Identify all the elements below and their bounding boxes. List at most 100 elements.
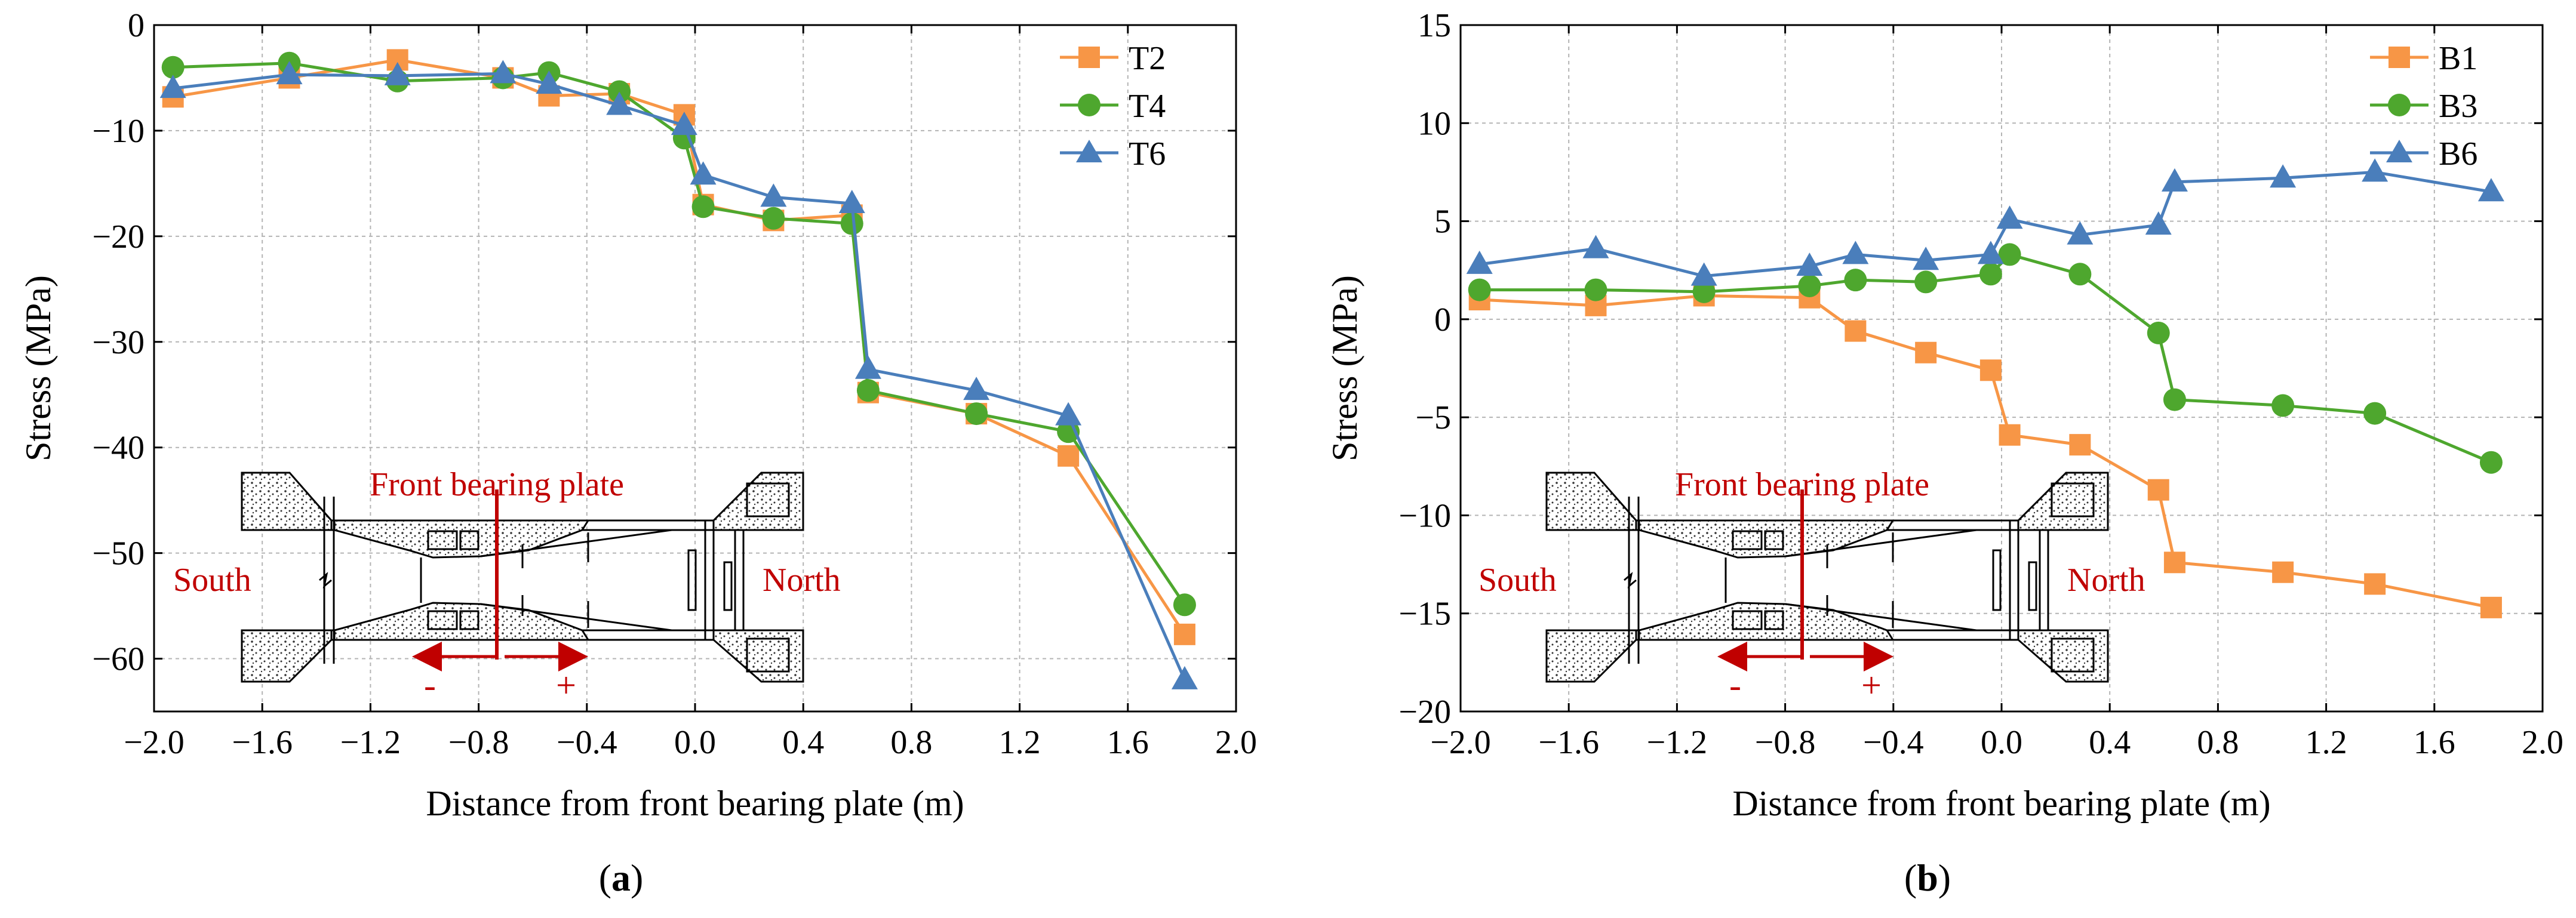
xtick-label-a: −1.6 — [232, 724, 293, 761]
data-point-T2-14 — [1173, 623, 1195, 645]
data-point-T4-10 — [840, 212, 863, 235]
ylabel-b: Stress (MPa) — [1325, 275, 1364, 461]
data-point-B6-7 — [1977, 241, 2004, 264]
xtick-label-a: −1.2 — [340, 724, 401, 761]
legend-a-T2-label: T2 — [1129, 40, 1166, 77]
ytick-label-b: −10 — [1398, 497, 1451, 534]
data-point-B1-14 — [2480, 596, 2502, 618]
ytick-label-a: −50 — [92, 535, 145, 572]
data-point-B3-12 — [2271, 394, 2295, 417]
data-point-B6-4 — [1796, 252, 1823, 276]
xtick-label-b: 1.6 — [2414, 724, 2455, 761]
data-point-T6-14 — [1171, 666, 1198, 689]
ytick-label-b: −20 — [1398, 694, 1451, 731]
data-point-B1-5 — [1845, 320, 1867, 342]
data-point-T6-7 — [671, 112, 697, 135]
legend-a-T4-marker — [1078, 94, 1101, 116]
ytick-label-b: 0 — [1434, 301, 1451, 338]
legend-b-B6-label: B6 — [2439, 135, 2477, 172]
data-point-B6-2 — [1582, 235, 1609, 258]
data-point-B1-13 — [2364, 573, 2386, 595]
series-line-B6 — [1479, 170, 2492, 278]
south-label-b: South — [1478, 562, 1557, 599]
xtick-label-b: −1.2 — [1647, 724, 1708, 761]
xtick-label-b: 1.2 — [2306, 724, 2347, 761]
data-point-B3-13 — [2363, 402, 2387, 425]
series-a — [159, 49, 1198, 689]
minus-sign-b: - — [1729, 666, 1741, 705]
series-b — [1466, 158, 2504, 618]
data-point-B1-9 — [2069, 434, 2091, 456]
ytick-label-b: −5 — [1415, 399, 1451, 436]
data-point-T4-12 — [965, 402, 988, 426]
data-point-B6-1 — [1466, 250, 1493, 274]
data-point-B6-13 — [2362, 158, 2389, 182]
data-point-T6-1 — [159, 75, 186, 98]
data-point-T6-12 — [963, 377, 990, 401]
ticks-b: −2.0 −1.6 −1.2 −0.8 −0.4 0.0 0.4 0.8 1.2 1.6 2.0 15… — [1398, 7, 2563, 761]
plus-sign-b: + — [1861, 666, 1882, 705]
data-point-B6-6 — [1913, 247, 1939, 270]
schematic-a: Front bearing plate South North - + — [173, 466, 841, 705]
data-point-B1-12 — [2272, 561, 2294, 583]
xlabel-b: Distance from front bearing plate (m) — [1732, 784, 2270, 823]
plot-area-b — [1461, 25, 2543, 711]
ytick-label-a: −60 — [92, 641, 145, 678]
ytick-label-a: −20 — [92, 218, 145, 255]
data-point-T4-11 — [856, 379, 880, 402]
legend-b-B1-marker — [2389, 47, 2410, 68]
ytick-label-a: −40 — [92, 430, 145, 467]
ytick-label-b: 10 — [1418, 105, 1451, 142]
data-point-B6-8 — [1996, 205, 2023, 229]
data-point-B3-9 — [2068, 263, 2092, 286]
xtick-label-b: 0.0 — [1981, 724, 2022, 761]
minus-sign-a: - — [424, 666, 436, 705]
xtick-label-a: 0.8 — [890, 724, 932, 761]
data-point-T6-2 — [276, 61, 303, 85]
series-line-B3 — [1479, 252, 2492, 464]
ylabel-a: Stress (MPa) — [19, 275, 58, 461]
data-point-B3-8 — [1998, 243, 2021, 266]
series-line-T6 — [173, 72, 1186, 680]
data-point-T6-10 — [838, 190, 865, 213]
data-point-T4-1 — [161, 56, 185, 79]
front-bearing-plate-label-a: Front bearing plate — [370, 466, 624, 503]
data-point-B6-12 — [2270, 164, 2297, 188]
data-point-T4-8 — [691, 195, 715, 218]
data-point-B3-14 — [2479, 451, 2503, 474]
data-point-T4-14 — [1173, 593, 1196, 617]
xtick-label-b: 0.8 — [2197, 724, 2239, 761]
data-point-T6-8 — [690, 161, 717, 185]
xtick-label-a: 1.6 — [1107, 724, 1149, 761]
data-point-B3-1 — [1468, 278, 1491, 301]
xtick-label-a: −2.0 — [124, 724, 185, 761]
data-point-T4-9 — [762, 207, 785, 230]
data-point-B6-9 — [2067, 221, 2094, 245]
legend-b-B6-marker — [2386, 140, 2412, 162]
xtick-label-a: 1.2 — [999, 724, 1041, 761]
data-point-B3-10 — [2147, 321, 2170, 344]
xtick-label-a: 0.0 — [674, 724, 716, 761]
ytick-label-a: −10 — [92, 113, 145, 150]
ytick-label-a: 0 — [128, 7, 145, 44]
data-point-T6-5 — [536, 70, 562, 94]
data-point-B3-5 — [1844, 269, 1867, 292]
data-point-B1-7 — [1979, 359, 2002, 381]
data-point-B1-11 — [2163, 552, 2185, 574]
legend-b: B1 B3 B6 — [2370, 40, 2477, 172]
front-bearing-plate-label-b: Front bearing plate — [1675, 466, 1929, 503]
data-point-B6-5 — [1842, 241, 1869, 264]
ytick-label-b: 15 — [1418, 7, 1451, 44]
xtick-label-b: 0.4 — [2089, 724, 2131, 761]
plus-sign-a: + — [556, 666, 576, 705]
ticks-a: −2.0 −1.6 −1.2 −0.8 −0.4 0.0 0.4 0.8 1.2 1.6 2.0 0 −… — [92, 7, 1257, 761]
data-point-B6-14 — [2477, 178, 2504, 202]
xtick-label-a: 0.4 — [782, 724, 824, 761]
ytick-label-b: 5 — [1434, 204, 1451, 241]
data-point-T6-4 — [490, 60, 517, 84]
legend-a-T4-label: T4 — [1129, 88, 1166, 125]
data-point-B3-2 — [1584, 278, 1607, 301]
data-point-B1-8 — [1999, 424, 2021, 446]
data-point-B3-7 — [1979, 263, 2002, 286]
